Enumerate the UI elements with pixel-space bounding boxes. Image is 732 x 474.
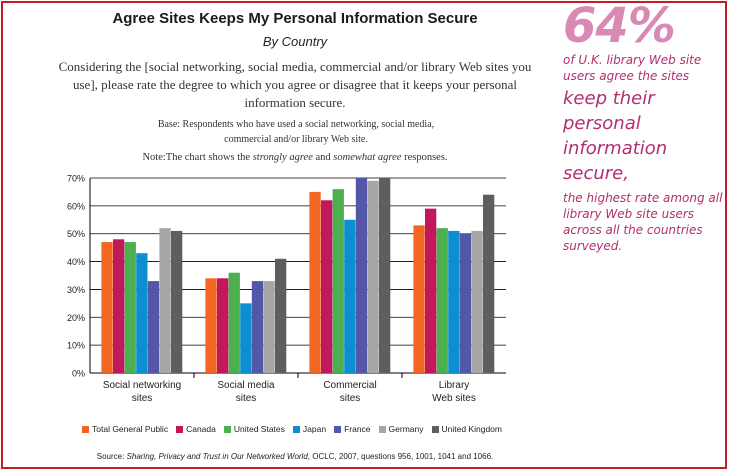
image-frame [1, 1, 727, 469]
legend-item: United States [223, 424, 285, 434]
legend-swatch [223, 425, 231, 433]
bar [471, 230, 483, 373]
y-tick-label: 0% [72, 369, 85, 379]
bar [309, 191, 321, 373]
bar [217, 278, 229, 373]
x-category-label: Social media [217, 380, 275, 391]
base-note: Base: Respondents who have used a social… [157, 119, 435, 145]
bar [228, 272, 240, 373]
note-strongly-agree: strongly agree [252, 152, 313, 163]
legend-label: United Kingdom [441, 424, 502, 434]
chart-legend: Total General Public Canada United States J… [82, 424, 502, 434]
legend-label: France [344, 424, 371, 434]
bar [251, 281, 264, 373]
bar [263, 281, 275, 373]
bar [136, 253, 148, 373]
x-category-label: Commercial [323, 380, 376, 391]
bar [124, 242, 136, 373]
bar [159, 228, 171, 373]
legend-swatch [334, 425, 342, 433]
chart-title: Agree Sites Keeps My Personal Informatio… [112, 10, 478, 27]
y-tick-label: 70% [67, 174, 85, 184]
y-tick-label: 60% [67, 201, 85, 211]
x-category-label: sites [236, 393, 257, 404]
source-publication: Sharing, Privacy and Trust in Our Networ… [126, 452, 308, 461]
callout-panel: 64% of U.K. library Web site users agree… [563, 0, 723, 254]
bar [275, 258, 287, 373]
legend-swatch [176, 425, 184, 433]
legend-swatch [82, 425, 89, 433]
legend-label: United States [233, 424, 285, 434]
bar [413, 225, 425, 373]
bar [332, 189, 344, 373]
bar [448, 230, 460, 373]
legend-label: Canada [186, 424, 216, 434]
callout-line-2: keep their personal information secure, [563, 88, 668, 184]
legend-label: Germany [388, 424, 424, 434]
x-category-label: sites [340, 393, 361, 404]
note-text-1: Note:The chart shows the [142, 152, 253, 163]
note-text-2: and [312, 152, 334, 163]
bar [101, 242, 113, 373]
legend-item: Japan [292, 424, 327, 434]
source-text-2: , OCLC, 2007, questions 956, 1001, 1041 … [307, 452, 494, 461]
bar [436, 228, 448, 373]
bar [113, 239, 125, 373]
legend-item: Total General Public [82, 424, 168, 434]
x-category-label: Web sites [432, 393, 476, 404]
y-tick-label: 50% [67, 229, 85, 239]
x-category-label: Social networking [103, 380, 181, 391]
legend-swatch [378, 425, 386, 433]
survey-question: Considering the [social networking, soci… [58, 59, 532, 110]
legend-item: Canada [176, 424, 216, 434]
y-tick-label: 40% [67, 257, 85, 267]
legend-item: France [334, 424, 371, 434]
y-tick-label: 30% [67, 285, 85, 295]
legend-item: Germany [378, 424, 424, 434]
chart-note: Note:The chart shows the strongly agree … [60, 152, 530, 163]
bar [171, 230, 183, 373]
x-category-label: sites [132, 393, 153, 404]
bar [147, 281, 160, 373]
bar [367, 180, 379, 373]
legend-swatch [292, 425, 300, 433]
callout-line-3: the highest rate among all library Web s… [563, 191, 723, 253]
source-note: Source: Sharing, Privacy and Trust in Ou… [60, 452, 530, 461]
legend-item: United Kingdom [431, 424, 502, 434]
x-category-label: Library [439, 380, 470, 391]
note-text-3: responses. [401, 152, 448, 163]
callout-line-1: of U.K. library Web site users agree the… [563, 53, 702, 83]
bar [379, 178, 391, 373]
bar [344, 219, 356, 373]
bar [321, 200, 333, 373]
callout-stat: 64% [563, 0, 676, 54]
bar [483, 194, 495, 373]
chart-subtitle: By Country [262, 34, 328, 49]
bar [459, 233, 472, 373]
bar [240, 303, 252, 373]
legend-label: Total General Public [92, 424, 169, 434]
legend-swatch [431, 425, 439, 433]
y-tick-label: 20% [67, 313, 85, 323]
bar [425, 208, 437, 373]
y-tick-label: 10% [67, 341, 85, 351]
source-text-1: Source: [96, 452, 127, 461]
note-somewhat-agree: somewhat agree [333, 152, 402, 163]
bar [355, 178, 368, 373]
bar [205, 278, 217, 373]
legend-label: Japan [302, 424, 327, 434]
